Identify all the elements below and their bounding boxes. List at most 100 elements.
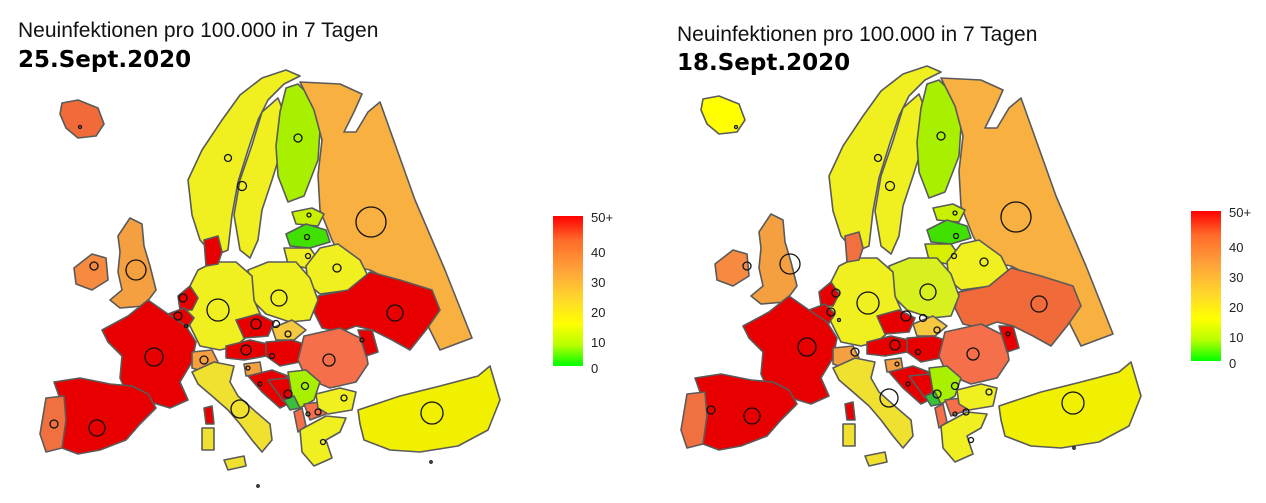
country-slovakia <box>912 315 948 337</box>
population-bubble <box>831 288 841 298</box>
country-netherlands <box>818 281 840 307</box>
population-bubble <box>125 259 147 281</box>
population-bubble <box>240 344 252 356</box>
country-greece <box>299 415 347 467</box>
color-legend: 50+ 40 30 20 10 0 <box>553 210 643 380</box>
country-russia <box>299 81 473 351</box>
population-bubble <box>284 330 292 338</box>
country-moldova <box>357 329 379 357</box>
country-netherlands <box>177 285 199 311</box>
country-corsica <box>844 401 856 421</box>
population-bubble <box>1000 201 1032 233</box>
population-bubble <box>1072 446 1076 450</box>
population-bubble <box>322 353 336 367</box>
country-moldova <box>998 325 1020 353</box>
legend-label-50: 50+ <box>591 210 614 225</box>
population-bubble <box>314 408 322 416</box>
population-bubble <box>332 263 342 273</box>
population-bubble <box>1061 391 1085 415</box>
population-bubble <box>206 298 230 322</box>
country-portugal <box>680 391 708 449</box>
country-uk <box>750 213 798 305</box>
population-bubble <box>826 307 836 317</box>
population-bubble <box>962 408 970 416</box>
country-poland <box>247 261 319 323</box>
population-bubble <box>183 323 189 329</box>
population-bubble <box>743 407 761 425</box>
population-bubble <box>779 253 801 275</box>
country-greece <box>940 411 988 463</box>
population-bubble <box>303 233 311 241</box>
population-bubble <box>250 318 262 330</box>
country-latvia <box>285 223 331 249</box>
country-sicily <box>864 451 888 467</box>
population-bubble <box>1030 295 1048 313</box>
population-bubble <box>733 124 739 130</box>
map-date: 18.Sept.2020 <box>677 50 851 76</box>
population-bubble <box>144 347 164 367</box>
population-bubble <box>873 153 883 163</box>
country-montenegro <box>924 391 942 407</box>
population-bubble <box>305 411 311 417</box>
population-bubble <box>836 317 842 323</box>
population-bubble <box>952 210 958 216</box>
country-corsica <box>203 405 215 425</box>
color-legend: 50+ 40 30 20 10 0 <box>1191 205 1266 375</box>
population-bubble <box>173 311 183 321</box>
legend-color-bar <box>553 216 583 366</box>
legend-label-20: 20 <box>591 305 606 320</box>
country-turkey <box>357 365 501 453</box>
europe-map <box>39 69 501 488</box>
population-bubble <box>952 232 960 240</box>
country-italy <box>191 361 273 453</box>
legend-label-10: 10 <box>591 335 606 350</box>
country-uk <box>109 217 157 309</box>
population-bubble <box>386 304 404 322</box>
population-bubble <box>429 460 433 464</box>
legend-color-bar <box>1191 211 1221 361</box>
legend-label-30: 30 <box>591 275 606 290</box>
legend-label-20: 20 <box>1229 300 1244 315</box>
population-bubble <box>889 339 901 351</box>
population-bubble <box>985 388 993 396</box>
population-bubble <box>936 131 946 141</box>
population-bubble <box>304 252 312 260</box>
legend-label-0: 0 <box>591 361 599 376</box>
population-bubble <box>270 289 288 307</box>
population-bubble <box>919 283 937 301</box>
population-bubble <box>306 212 312 218</box>
map-date: 25.Sept.2020 <box>18 47 192 73</box>
country-sicily <box>223 455 247 471</box>
country-romania <box>297 327 369 389</box>
population-bubble <box>178 293 188 303</box>
panel-18-sept: Neuinfektionen pro 100.000 in 7 Tagen 18… <box>633 0 1266 503</box>
population-bubble <box>268 352 276 360</box>
population-bubble <box>856 291 880 315</box>
population-bubble <box>932 389 942 399</box>
population-bubble <box>89 261 99 271</box>
country-ukraine <box>954 267 1082 347</box>
country-denmark <box>844 231 864 263</box>
population-bubble <box>256 484 260 488</box>
population-bubble <box>420 401 444 425</box>
population-bubble <box>850 347 860 357</box>
population-bubble <box>359 337 365 343</box>
country-finland <box>275 83 321 203</box>
panel-25-sept: Neuinfektionen pro 100.000 in 7 Tagen 25… <box>18 19 613 488</box>
legend-label-0: 0 <box>1229 356 1237 371</box>
population-bubble <box>230 399 250 419</box>
population-bubble <box>879 388 899 408</box>
population-bubble <box>236 180 248 192</box>
country-portugal <box>39 395 67 453</box>
population-bubble <box>245 365 251 371</box>
population-bubble <box>300 381 310 391</box>
population-bubble <box>797 337 817 357</box>
population-bubble <box>88 419 106 437</box>
population-bubble <box>340 394 348 402</box>
country-bulgaria <box>315 387 357 415</box>
country-iceland <box>700 95 746 135</box>
country-russia <box>940 77 1114 347</box>
country-sardinia <box>201 427 215 451</box>
population-bubble <box>933 326 941 334</box>
country-latvia <box>926 219 972 245</box>
